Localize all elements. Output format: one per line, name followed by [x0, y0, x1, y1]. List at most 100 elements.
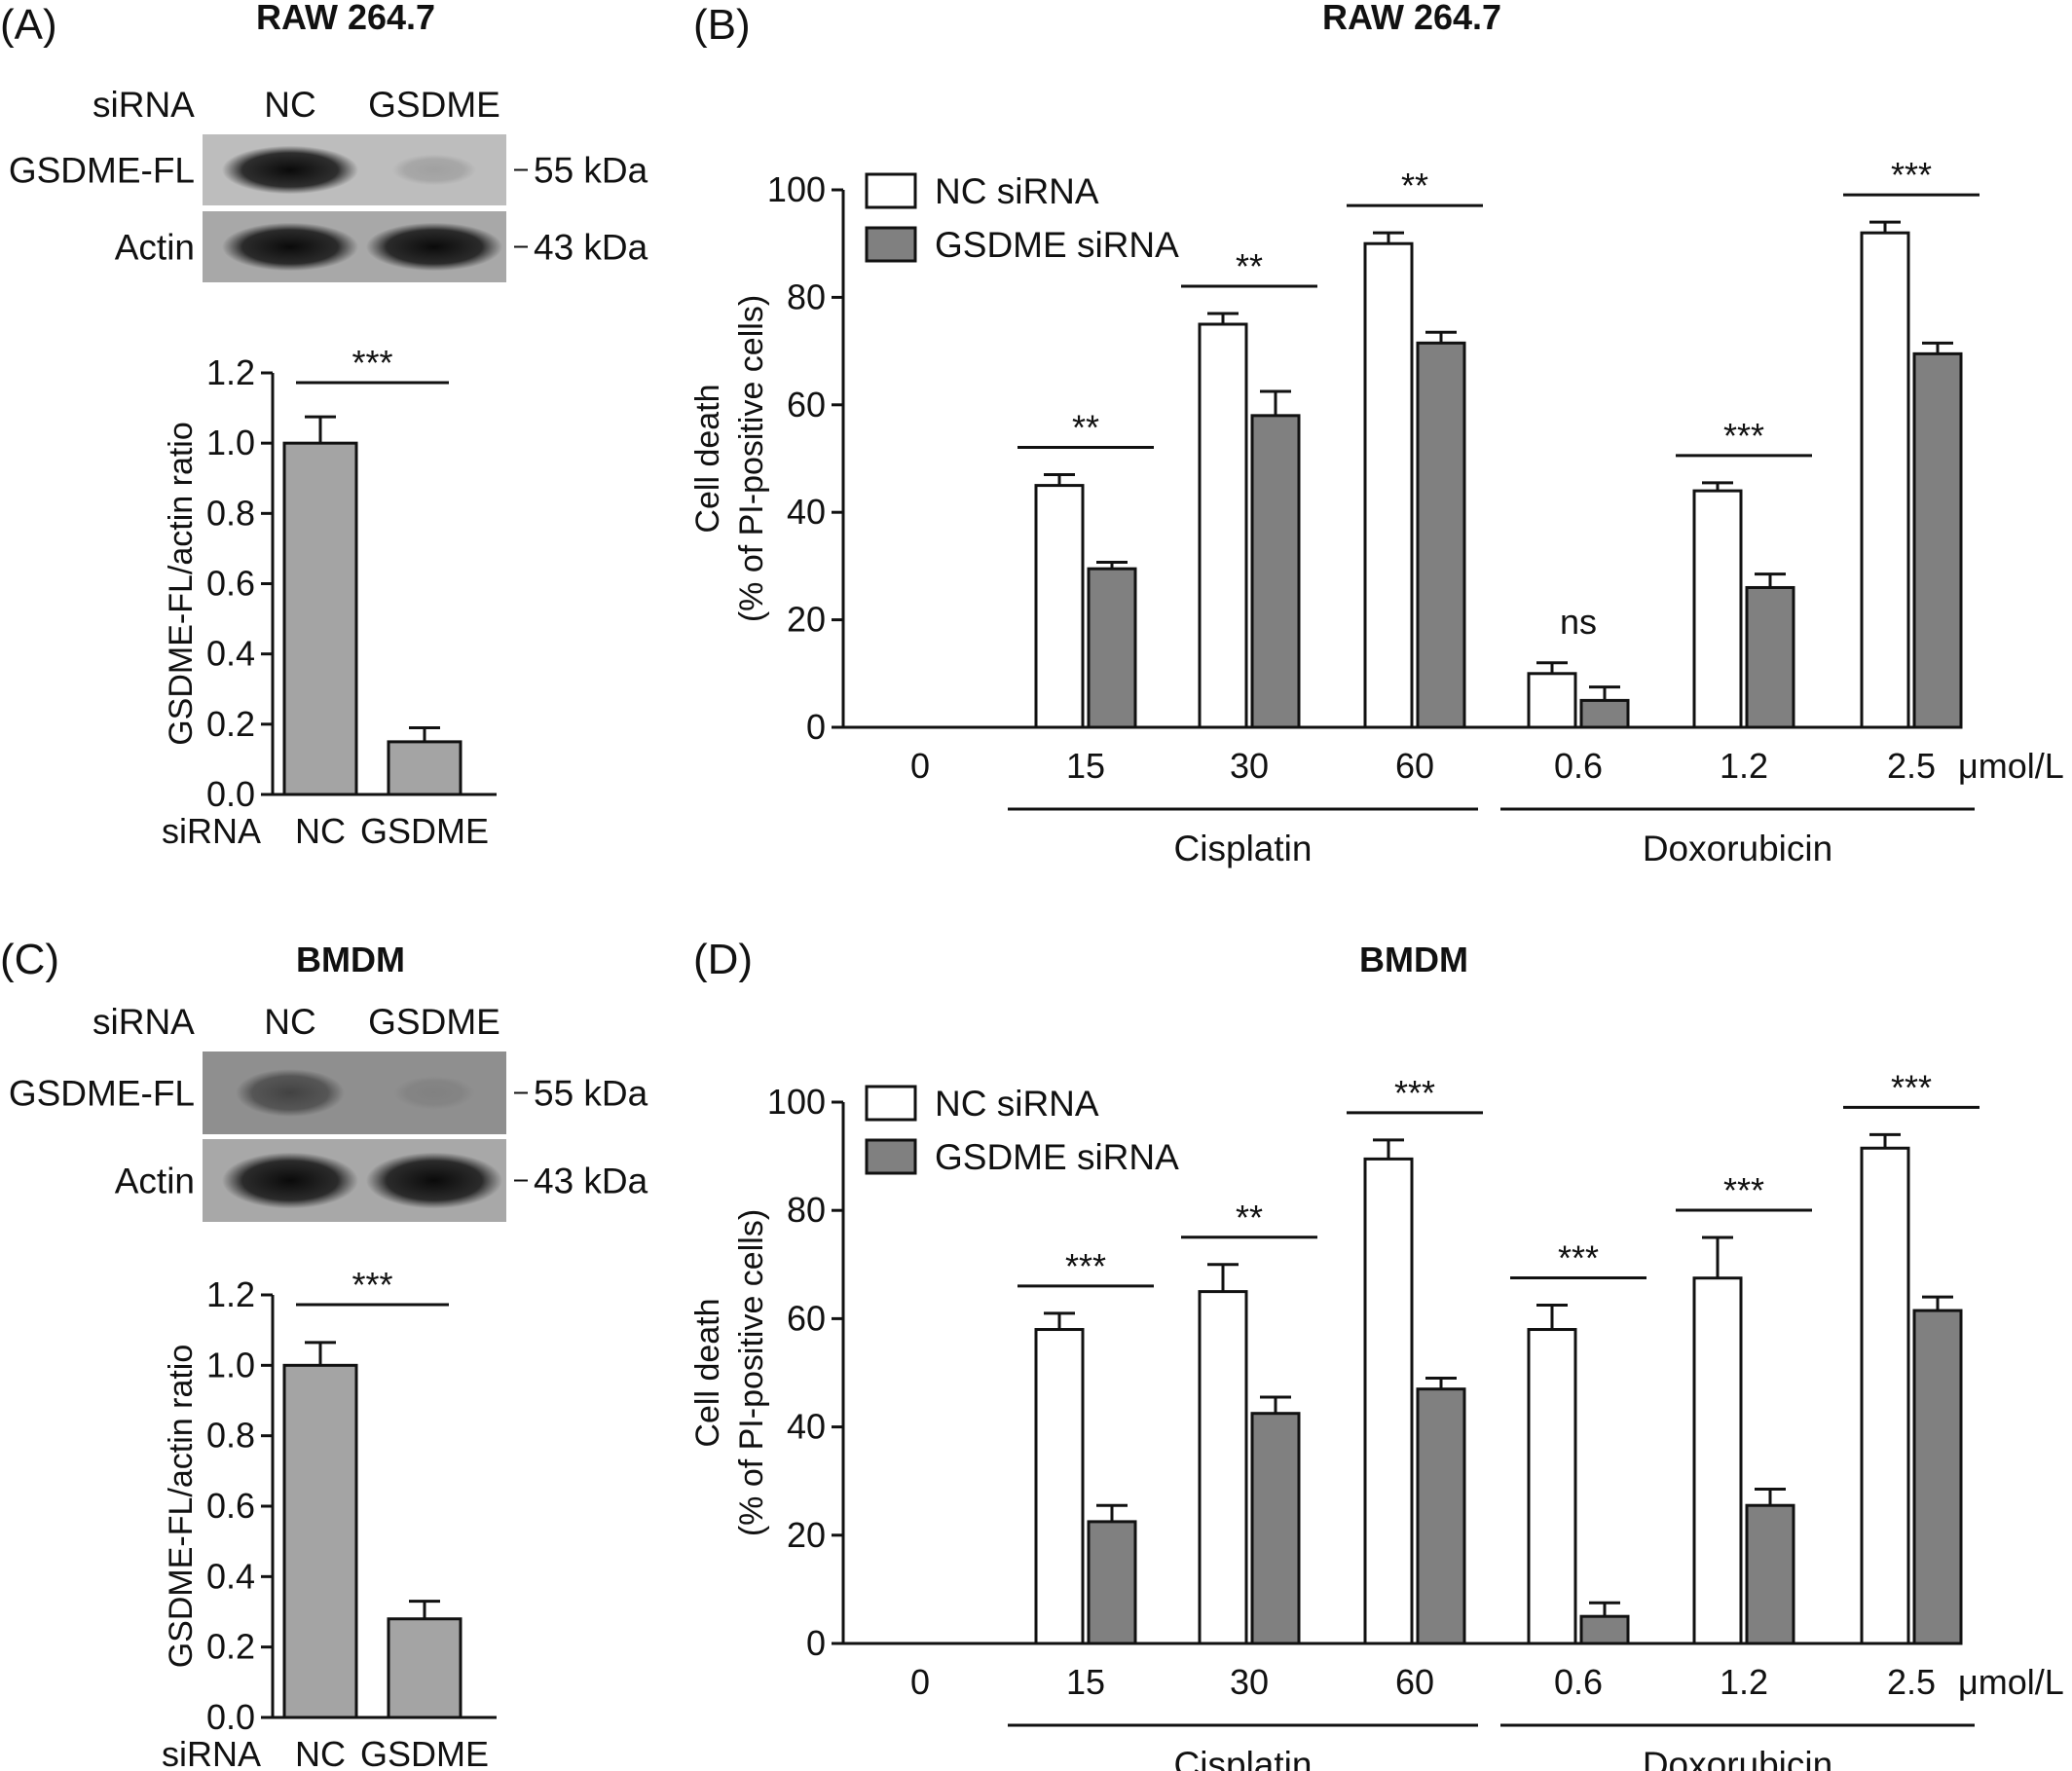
panel-b-legend-label: NC siRNA — [935, 171, 1099, 211]
panel-b-bar-nc — [1692, 489, 1743, 729]
panel-d-bar-gsdme — [1912, 1309, 1963, 1645]
panel-c-band-name: GSDME-FL — [9, 1074, 195, 1114]
panel-a-lane-label: NC — [264, 85, 315, 125]
panel-b-sig-label: *** — [1723, 416, 1764, 456]
panel-b-x-tick-label: 1.2 — [1720, 746, 1768, 786]
panel-d-bar-gsdme — [1579, 1614, 1630, 1645]
panel-c-sirna-header: siRNA — [92, 1002, 195, 1042]
panel-b-title: RAW 264.7 — [1322, 0, 1501, 37]
panel-d-y-tick-label: 60 — [787, 1298, 826, 1338]
panel-d-x-tick-label: 0 — [910, 1662, 930, 1702]
chart-layer: siRNA NC GSDME GSDME-FL 55 kDa Actin 43 kDa siR… — [9, 85, 2064, 1771]
panel-b-x-tick-label: 0 — [910, 746, 930, 786]
panel-b-bar-nc — [1198, 322, 1248, 729]
panel-d-sig-label: *** — [1723, 1170, 1764, 1210]
panel-b-label: (B) — [693, 1, 751, 49]
panel-a-y-tick-label: 0.6 — [206, 564, 255, 604]
panel-b-x-tick-label: 0.6 — [1554, 746, 1603, 786]
panel-d-bar-gsdme — [1416, 1387, 1466, 1645]
panel-b-y-axis-label-2: (% of PI-positive cells) — [733, 295, 770, 622]
panel-b-sig-label: ** — [1401, 166, 1428, 205]
panel-d-y-axis-label-2: (% of PI-positive cells) — [733, 1209, 770, 1536]
panel-a-y-tick-label: 0.8 — [206, 493, 255, 533]
panel-c-label: (C) — [0, 936, 59, 983]
panel-c-blot-band — [393, 1076, 475, 1110]
panel-a-y-tick-label: 0.2 — [206, 704, 255, 744]
panel-d-group-label: Doxorubicin — [1643, 1745, 1832, 1771]
panel-b-bar-gsdme — [1250, 414, 1301, 729]
panel-c-sig-label: *** — [352, 1265, 392, 1305]
panel-b-x-tick-label: 2.5 — [1887, 746, 1936, 786]
panel-b-legend-swatch — [865, 226, 917, 263]
panel-a-band-name: GSDME-FL — [9, 151, 195, 191]
panel-c-y-tick-label: 0.4 — [206, 1556, 255, 1596]
panel-b-bar-gsdme — [1745, 585, 1795, 729]
panel-b-y-tick-label: 60 — [787, 385, 826, 424]
panel-d-bar-nc — [1527, 1328, 1577, 1645]
panel-d-y-tick-label: 100 — [767, 1082, 826, 1122]
panel-d-bar-gsdme — [1745, 1503, 1795, 1645]
panel-b-bar-nc — [1034, 484, 1085, 729]
panel-b-x-tick-label: 15 — [1066, 746, 1105, 786]
panel-a-band-size: 55 kDa — [534, 151, 648, 191]
panel-d-legend-swatch — [865, 1138, 917, 1175]
panel-c-blot-band — [366, 1152, 502, 1209]
panel-a-y-axis-label: GSDME-FL/actin ratio — [163, 422, 200, 746]
panel-a-y-tick-label: 1.0 — [206, 423, 255, 462]
panel-a-blot-band — [222, 222, 358, 272]
panel-a-lane-label: GSDME — [368, 85, 500, 125]
panel-d-x-tick-label: 30 — [1230, 1662, 1269, 1702]
panel-c-bar — [282, 1363, 358, 1719]
panel-c-lane-label: NC — [264, 1002, 315, 1042]
panel-c-lane-label: GSDME — [368, 1002, 500, 1042]
panel-b-bar-gsdme — [1416, 341, 1466, 729]
panel-c-title: BMDM — [296, 940, 405, 979]
panel-c-y-tick-label: 1.2 — [206, 1274, 255, 1314]
panel-b-sig-label: *** — [1891, 155, 1932, 195]
panel-d-sig-label: *** — [1891, 1067, 1932, 1107]
panel-d-bar-nc — [1198, 1290, 1248, 1645]
panel-b-sig-label: ns — [1560, 602, 1597, 642]
panel-b-y-tick-label: 80 — [787, 277, 826, 316]
panel-b-x-tick-label: 30 — [1230, 746, 1269, 786]
panel-b-y-tick-label: 20 — [787, 600, 826, 640]
panel-d-bar-nc — [1860, 1146, 1910, 1645]
panel-a-title: RAW 264.7 — [256, 0, 435, 37]
panel-b-group-label: Doxorubicin — [1643, 829, 1832, 868]
panel-d-bar-nc — [1692, 1276, 1743, 1645]
panel-d-sig-label: *** — [1065, 1246, 1106, 1286]
panel-c-y-axis-label: GSDME-FL/actin ratio — [163, 1345, 200, 1669]
panel-d-bar-gsdme — [1087, 1520, 1137, 1645]
panel-b-y-tick-label: 0 — [806, 707, 826, 747]
panel-d-x-tick-label: 0.6 — [1554, 1662, 1603, 1702]
panel-d-sig-label: ** — [1236, 1198, 1263, 1237]
panel-c-band-size: 55 kDa — [534, 1074, 648, 1114]
panel-c-y-tick-label: 1.0 — [206, 1345, 255, 1384]
panel-a-label: (A) — [0, 1, 57, 49]
panel-a-sirna-header: siRNA — [92, 85, 195, 125]
panel-b-sig-label: ** — [1072, 408, 1099, 448]
panel-a-blot-band — [391, 154, 477, 186]
panel-a-bar — [282, 441, 358, 796]
panel-a-y-tick-label: 0.0 — [206, 774, 255, 814]
panel-b-legend-swatch — [865, 172, 917, 209]
panel-c-x-tick-label: NC — [295, 1734, 346, 1771]
panel-d-x-tick-label: 60 — [1395, 1662, 1434, 1702]
panel-a-blot-band — [366, 222, 502, 272]
panel-b-y-tick-label: 40 — [787, 492, 826, 532]
panel-b-bar-gsdme — [1912, 351, 1963, 729]
panel-c-y-tick-label: 0.0 — [206, 1697, 255, 1737]
panel-d-bar-gsdme — [1250, 1412, 1301, 1645]
panel-c-blot-band — [236, 1068, 345, 1118]
panel-d-x-tick-label: 2.5 — [1887, 1662, 1936, 1702]
panel-b-y-axis-label: Cell death — [689, 384, 726, 533]
panel-b-bar-nc — [1860, 231, 1910, 729]
panel-a-band-size: 43 kDa — [534, 228, 648, 268]
panel-b-legend-label: GSDME siRNA — [935, 225, 1179, 265]
panel-c-y-tick-label: 0.8 — [206, 1416, 255, 1456]
panel-d-label: (D) — [693, 936, 753, 983]
panel-d-sig-label: *** — [1558, 1238, 1599, 1278]
panel-d-y-tick-label: 20 — [787, 1515, 826, 1555]
panel-a-blot-band — [222, 145, 358, 195]
